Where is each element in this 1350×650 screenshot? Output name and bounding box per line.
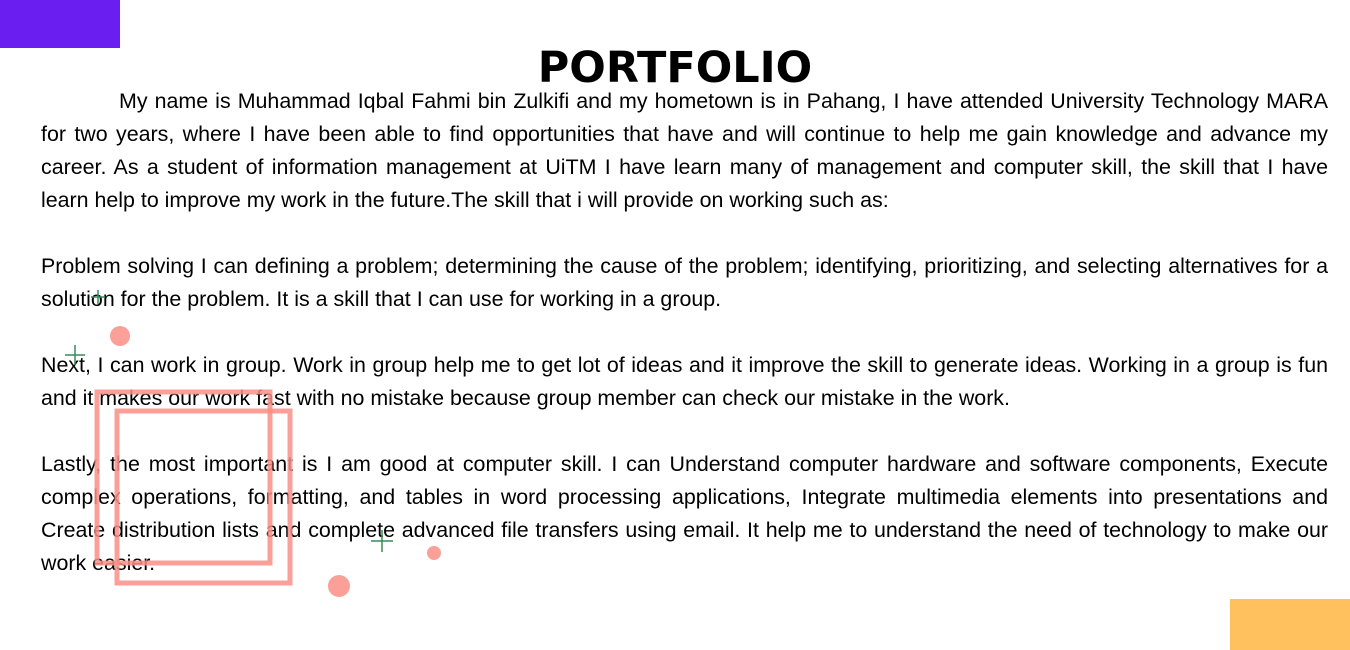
problem-solving-paragraph: Problem solving I can defining a problem… <box>41 254 1328 311</box>
portfolio-body: My name is Muhammad Iqbal Fahmi bin Zulk… <box>41 85 1328 613</box>
computer-skill-paragraph: Lastly, the most important is I am good … <box>41 452 1328 575</box>
intro-paragraph: My name is Muhammad Iqbal Fahmi bin Zulk… <box>41 89 1328 212</box>
purple-corner-block <box>0 0 120 48</box>
yellow-corner-block <box>1230 599 1350 650</box>
page-title: PORTFOLIO <box>537 42 813 93</box>
teamwork-paragraph: Next, I can work in group. Work in group… <box>41 353 1328 410</box>
